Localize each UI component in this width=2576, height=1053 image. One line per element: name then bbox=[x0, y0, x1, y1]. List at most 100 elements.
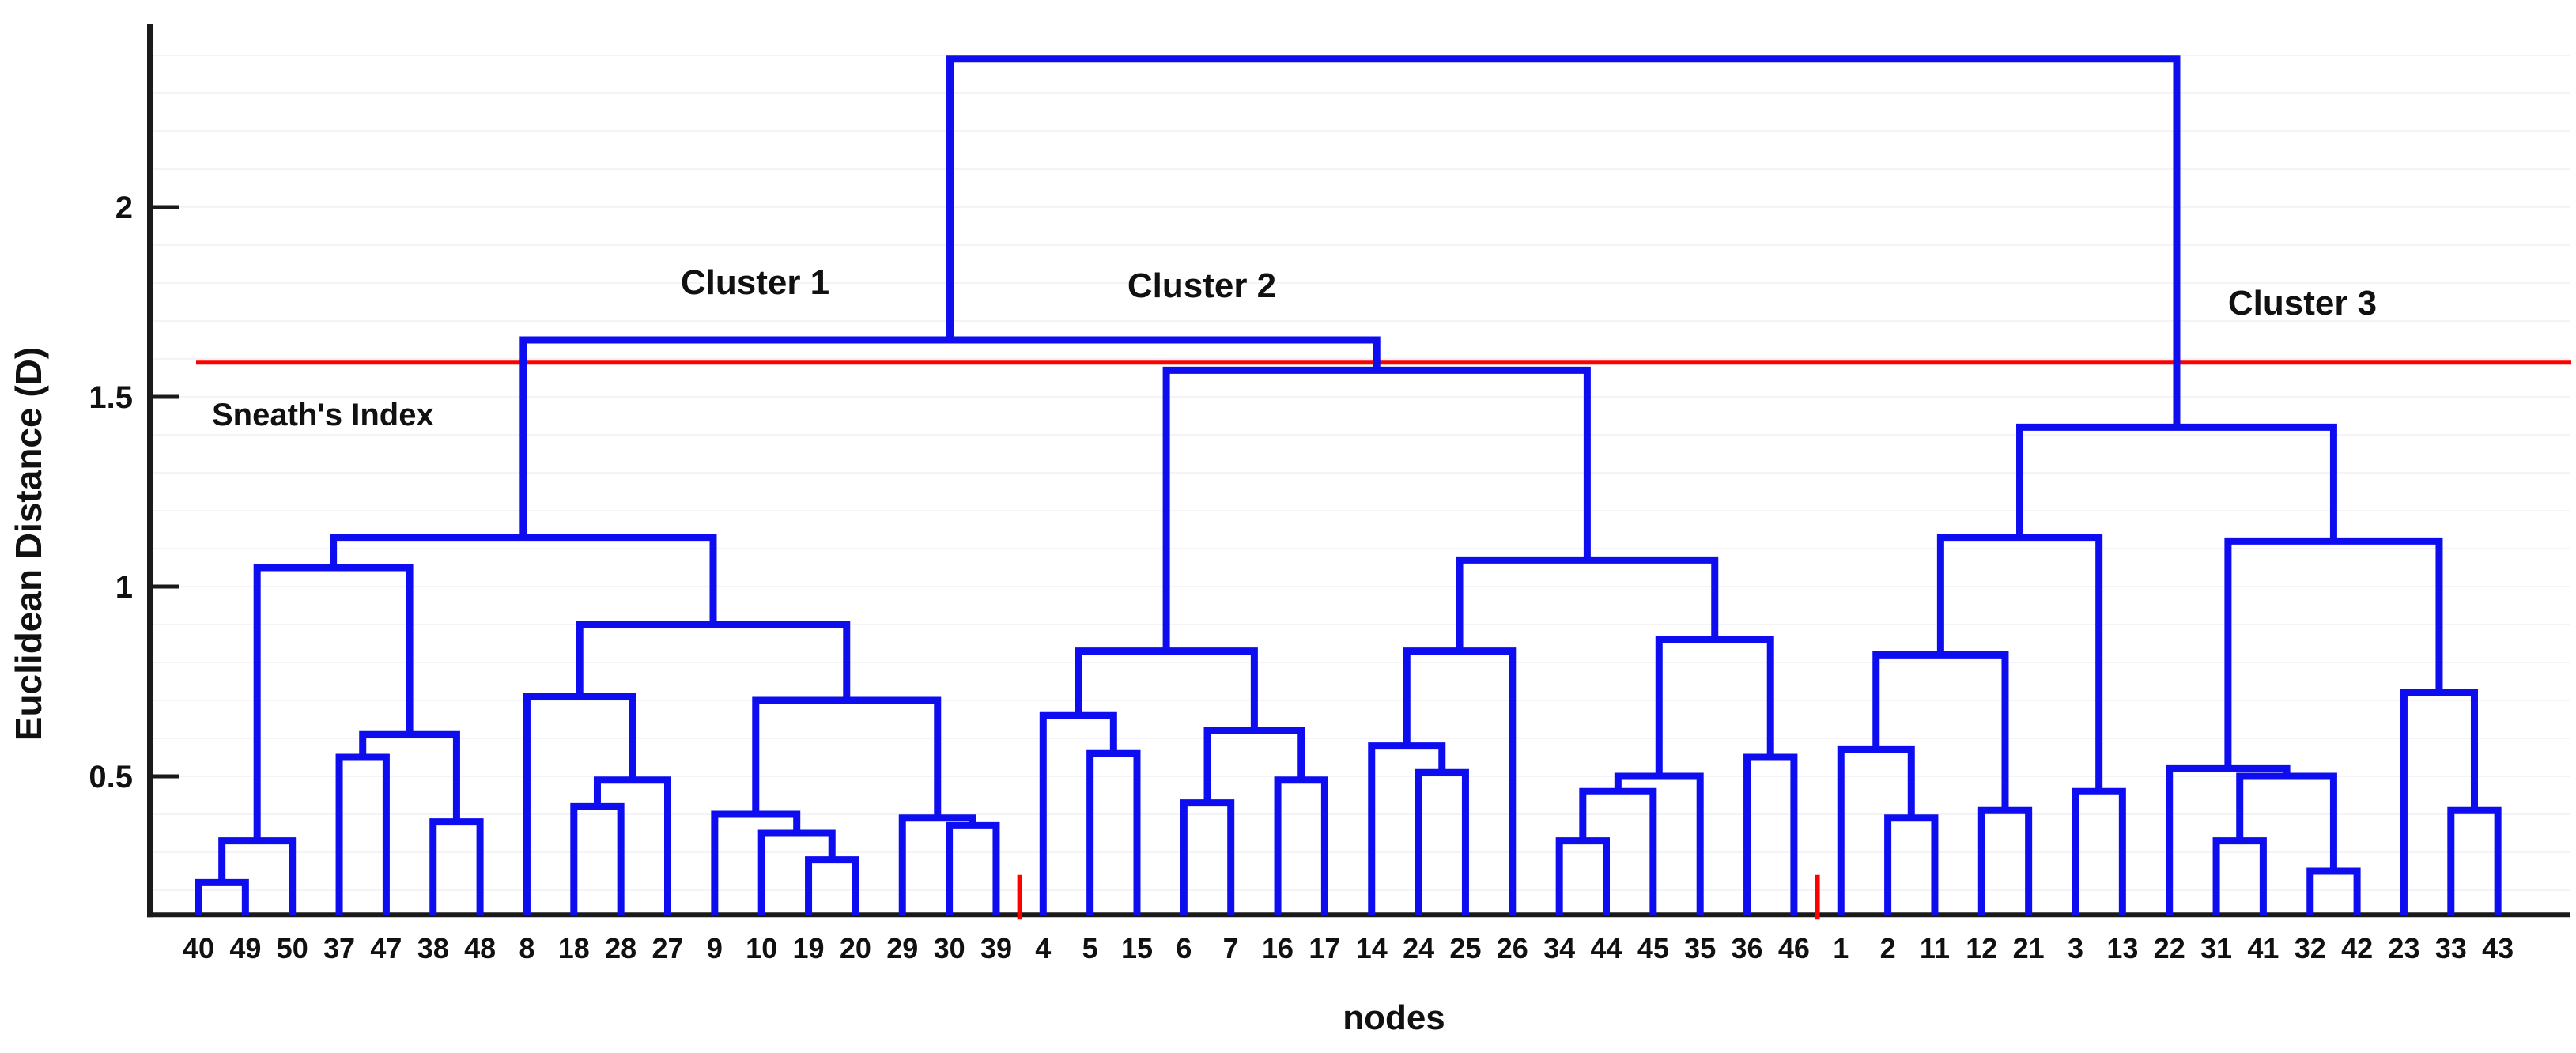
leaf-label: 6 bbox=[1176, 932, 1192, 964]
gridlines bbox=[153, 55, 2570, 891]
dendrogram-link bbox=[429, 818, 484, 915]
leaf-label: 29 bbox=[886, 932, 918, 964]
leaf-label: 5 bbox=[1082, 932, 1098, 964]
dendrogram-link bbox=[946, 821, 1000, 915]
cluster-label: Cluster 3 bbox=[2228, 284, 2377, 323]
dendrogram-link bbox=[1936, 534, 2103, 792]
dendrogram-link bbox=[946, 55, 2181, 428]
dendrogram-link bbox=[711, 810, 801, 915]
leaf-label: 16 bbox=[1262, 932, 1294, 964]
dendrogram-link bbox=[1415, 768, 1469, 915]
leaf-label: 40 bbox=[183, 932, 214, 964]
dendrogram-link bbox=[2072, 787, 2126, 915]
leaf-label: 27 bbox=[652, 932, 683, 964]
cluster-label: Cluster 2 bbox=[1127, 266, 1276, 305]
leaf-label: 1 bbox=[1833, 932, 1849, 964]
leaf-label: 46 bbox=[1778, 932, 1810, 964]
dendrogram-link bbox=[593, 776, 671, 915]
cluster-label: Cluster 1 bbox=[681, 263, 829, 302]
leaf-label: 30 bbox=[934, 932, 965, 964]
leaf-label: 28 bbox=[605, 932, 636, 964]
leaf-label: 13 bbox=[2106, 932, 2138, 964]
leaf-label: 24 bbox=[1403, 932, 1434, 964]
threshold-line-layer bbox=[196, 360, 2571, 920]
leaf-label: 3 bbox=[2068, 932, 2083, 964]
dendrogram-link bbox=[570, 802, 625, 915]
dendrogram-link bbox=[2447, 806, 2502, 915]
dendrogram-link bbox=[898, 814, 976, 915]
dendrogram-link bbox=[2306, 867, 2361, 915]
leaf-label: 18 bbox=[558, 932, 590, 964]
leaf-label: 47 bbox=[370, 932, 402, 964]
dendrogram-link bbox=[1403, 647, 1517, 915]
dendrogram-link bbox=[1579, 787, 1657, 915]
dendrogram-link bbox=[335, 753, 390, 915]
axes: 0.5 1 1.5 2 bbox=[89, 24, 2570, 918]
leaf-label: 39 bbox=[980, 932, 1012, 964]
leaf-label: 31 bbox=[2200, 932, 2232, 964]
leaf-label: 48 bbox=[464, 932, 496, 964]
leaf-label: 7 bbox=[1223, 932, 1239, 964]
y-tick-label: 0.5 bbox=[89, 760, 133, 794]
leaf-label: 17 bbox=[1309, 932, 1340, 964]
leaf-label: 8 bbox=[519, 932, 534, 964]
leaf-label: 26 bbox=[1497, 932, 1528, 964]
leaf-label: 22 bbox=[2154, 932, 2185, 964]
y-tick-label: 2 bbox=[115, 191, 133, 225]
leaf-label: 12 bbox=[1966, 932, 1997, 964]
leaf-label: 43 bbox=[2482, 932, 2514, 964]
leaf-label: 36 bbox=[1732, 932, 1763, 964]
leaf-label: 11 bbox=[1920, 932, 1950, 964]
dendrogram-link bbox=[1614, 772, 1704, 915]
leaf-label: 25 bbox=[1449, 932, 1481, 964]
leaf-labels: 40 49 50 37 47 38 48 8 18 28 27 9 10 19 20 29 30 39 4 5 15 6 7… bbox=[183, 932, 2514, 964]
dendrogram-link bbox=[805, 856, 859, 915]
dendrogram-link bbox=[1203, 727, 1305, 803]
leaf-label: 37 bbox=[323, 932, 355, 964]
dendrogram-link bbox=[1274, 776, 1328, 915]
leaf-label: 45 bbox=[1637, 932, 1669, 964]
leaf-label: 33 bbox=[2435, 932, 2467, 964]
leaf-label: 50 bbox=[277, 932, 308, 964]
dendrogram-link bbox=[330, 534, 717, 625]
leaf-label: 21 bbox=[2013, 932, 2045, 964]
dendrogram-link bbox=[752, 696, 942, 818]
dendrogram-link bbox=[359, 730, 460, 822]
dendrogram-link bbox=[2236, 772, 2337, 871]
dendrogram-link bbox=[757, 829, 836, 915]
leaf-label: 15 bbox=[1121, 932, 1153, 964]
leaf-label: 32 bbox=[2295, 932, 2326, 964]
leaf-label: 2 bbox=[1880, 932, 1896, 964]
leaf-label: 41 bbox=[2247, 932, 2279, 964]
leaf-label: 20 bbox=[840, 932, 871, 964]
dendrogram-link bbox=[2016, 423, 2337, 542]
leaf-label: 9 bbox=[707, 932, 723, 964]
dendrogram-link bbox=[2400, 689, 2478, 915]
leaf-label: 44 bbox=[1590, 932, 1622, 964]
leaf-label: 14 bbox=[1356, 932, 1388, 964]
leaf-label: 42 bbox=[2341, 932, 2373, 964]
dendrogram-link bbox=[1872, 651, 2009, 811]
annotations: Cluster 1 Cluster 2 Cluster 3 Sneath's Inde… bbox=[212, 263, 2377, 432]
leaf-label: 34 bbox=[1543, 932, 1575, 964]
dendrogram-link bbox=[1180, 799, 1235, 915]
leaf-label: 4 bbox=[1035, 932, 1051, 964]
leaf-label: 38 bbox=[417, 932, 449, 964]
y-axis-title: Euclidean Distance (D) bbox=[8, 347, 49, 741]
x-axis-title: nodes bbox=[1343, 998, 1445, 1037]
leaf-label: 35 bbox=[1684, 932, 1716, 964]
dendrogram-link bbox=[1039, 711, 1117, 915]
dendrogram-link bbox=[1743, 753, 1798, 915]
leaf-label: 19 bbox=[793, 932, 825, 964]
leaf-label: 49 bbox=[229, 932, 261, 964]
dendrogram-link bbox=[1977, 806, 2033, 915]
dendrogram-link bbox=[195, 878, 249, 915]
leaf-label: 23 bbox=[2388, 932, 2419, 964]
dendrogram-link bbox=[1884, 814, 1939, 915]
threshold-label: Sneath's Index bbox=[212, 398, 434, 432]
leaf-label: 10 bbox=[746, 932, 777, 964]
y-tick-label: 1 bbox=[115, 570, 133, 605]
dendrogram-links bbox=[195, 55, 2502, 915]
